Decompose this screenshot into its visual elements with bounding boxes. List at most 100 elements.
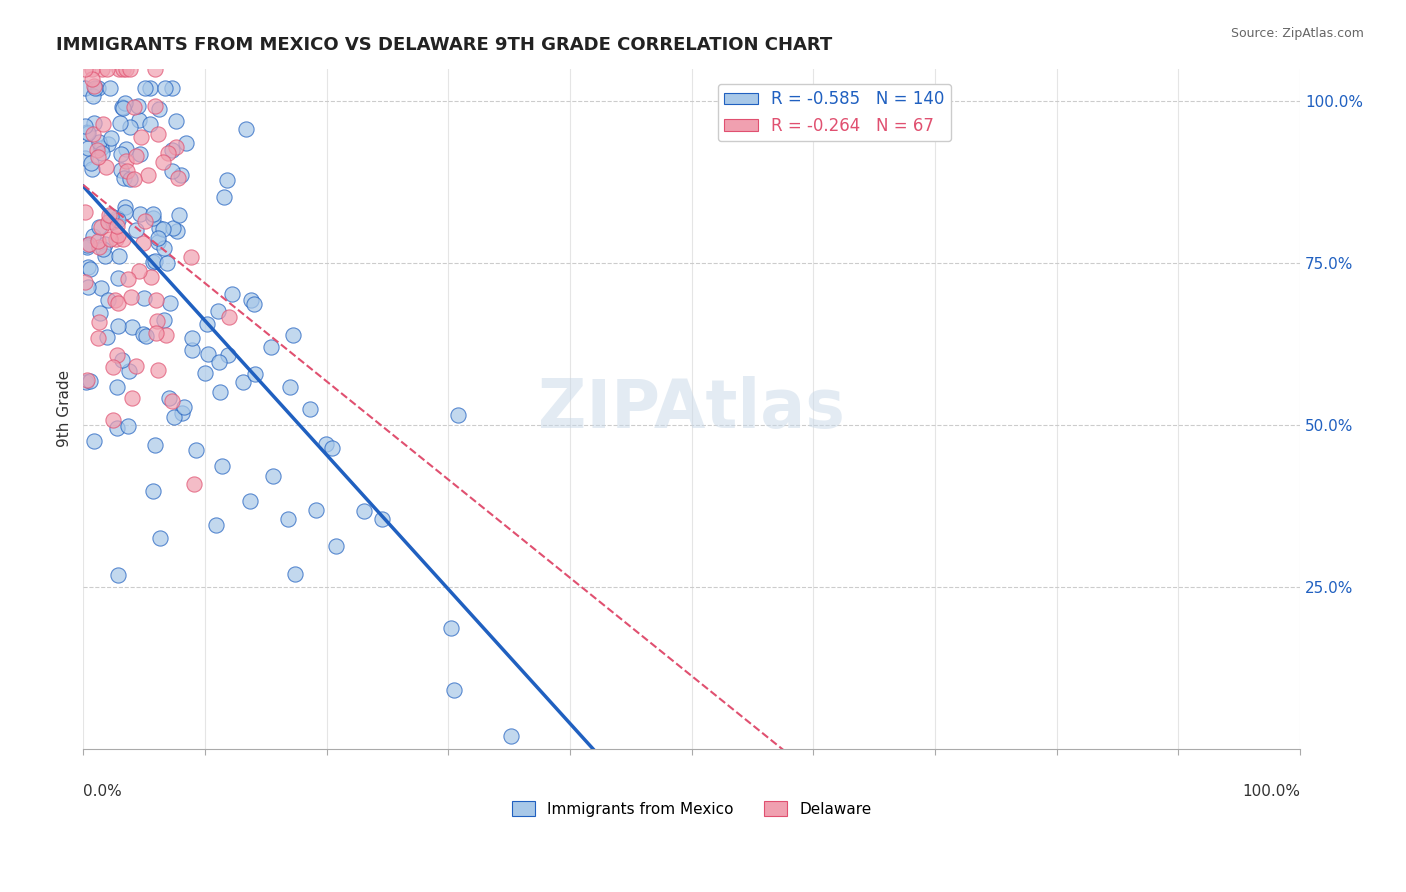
Point bbox=[136, 168, 159, 182]
Point bbox=[120, 120, 142, 134]
Point bbox=[107, 568, 129, 582]
Point bbox=[120, 62, 142, 76]
Point bbox=[110, 163, 132, 178]
Point bbox=[353, 503, 375, 517]
Point bbox=[143, 62, 166, 76]
Point bbox=[134, 213, 156, 227]
Point bbox=[77, 140, 100, 154]
Point bbox=[118, 172, 141, 186]
Point bbox=[156, 256, 179, 270]
Point bbox=[107, 421, 129, 435]
Point bbox=[145, 314, 167, 328]
Point bbox=[205, 518, 228, 533]
Point bbox=[91, 117, 114, 131]
Point bbox=[108, 116, 131, 130]
Point bbox=[211, 458, 233, 473]
Point bbox=[170, 169, 193, 183]
Point bbox=[221, 286, 243, 301]
Point bbox=[197, 346, 219, 360]
Point bbox=[160, 81, 183, 95]
Point bbox=[239, 493, 262, 508]
Point bbox=[148, 127, 170, 141]
Point bbox=[87, 331, 110, 345]
Point bbox=[157, 145, 180, 160]
Point bbox=[157, 391, 180, 405]
Point bbox=[127, 98, 149, 112]
Point bbox=[107, 318, 129, 333]
Point bbox=[80, 62, 103, 76]
Point bbox=[124, 359, 146, 373]
Point bbox=[443, 682, 465, 697]
Point bbox=[76, 124, 98, 138]
Point bbox=[80, 71, 103, 86]
Text: ZIPAtlas: ZIPAtlas bbox=[538, 376, 845, 442]
Point bbox=[165, 114, 187, 128]
Point bbox=[82, 127, 104, 141]
Point bbox=[139, 118, 162, 132]
Point bbox=[283, 566, 305, 581]
Point bbox=[120, 290, 142, 304]
Point bbox=[103, 413, 125, 427]
Point bbox=[153, 241, 176, 255]
Point bbox=[91, 62, 114, 76]
Point bbox=[122, 171, 145, 186]
Point bbox=[86, 234, 108, 248]
Point bbox=[299, 402, 322, 417]
Point bbox=[79, 375, 101, 389]
Point bbox=[100, 209, 122, 223]
Point bbox=[125, 223, 148, 237]
Point bbox=[155, 328, 177, 343]
Point bbox=[90, 219, 112, 234]
Point bbox=[105, 232, 128, 246]
Point bbox=[82, 161, 104, 176]
Point bbox=[91, 145, 114, 160]
Point bbox=[98, 81, 121, 95]
Point bbox=[114, 62, 136, 76]
Point bbox=[83, 79, 105, 94]
Point bbox=[115, 154, 138, 169]
Point bbox=[114, 200, 136, 214]
Point bbox=[259, 339, 281, 353]
Point bbox=[76, 260, 98, 274]
Point bbox=[110, 147, 132, 161]
Point bbox=[181, 343, 204, 357]
Point bbox=[128, 113, 150, 128]
Legend: Immigrants from Mexico, Delaware: Immigrants from Mexico, Delaware bbox=[506, 795, 877, 822]
Point bbox=[143, 254, 166, 268]
Point bbox=[117, 419, 139, 434]
Point bbox=[142, 483, 165, 498]
Point bbox=[112, 171, 135, 186]
Point bbox=[96, 329, 118, 343]
Point bbox=[239, 293, 262, 307]
Point bbox=[143, 99, 166, 113]
Point bbox=[98, 232, 121, 246]
Point bbox=[73, 119, 96, 133]
Point bbox=[152, 155, 174, 169]
Point bbox=[181, 331, 204, 345]
Point bbox=[103, 359, 125, 374]
Point bbox=[112, 102, 135, 116]
Point bbox=[86, 143, 108, 157]
Point bbox=[107, 248, 129, 262]
Point bbox=[105, 380, 128, 394]
Point bbox=[148, 102, 170, 116]
Point bbox=[75, 151, 97, 165]
Point bbox=[174, 136, 197, 150]
Point bbox=[121, 320, 143, 334]
Point bbox=[142, 255, 165, 269]
Point bbox=[160, 143, 183, 157]
Point bbox=[118, 364, 141, 378]
Point bbox=[183, 476, 205, 491]
Point bbox=[162, 221, 184, 235]
Point bbox=[87, 315, 110, 329]
Point bbox=[79, 262, 101, 277]
Point bbox=[76, 240, 98, 254]
Point bbox=[160, 163, 183, 178]
Point bbox=[87, 150, 110, 164]
Text: 0.0%: 0.0% bbox=[83, 784, 122, 799]
Point bbox=[96, 62, 118, 76]
Point bbox=[87, 240, 110, 254]
Point bbox=[315, 437, 337, 451]
Point bbox=[135, 329, 157, 343]
Point bbox=[75, 205, 97, 219]
